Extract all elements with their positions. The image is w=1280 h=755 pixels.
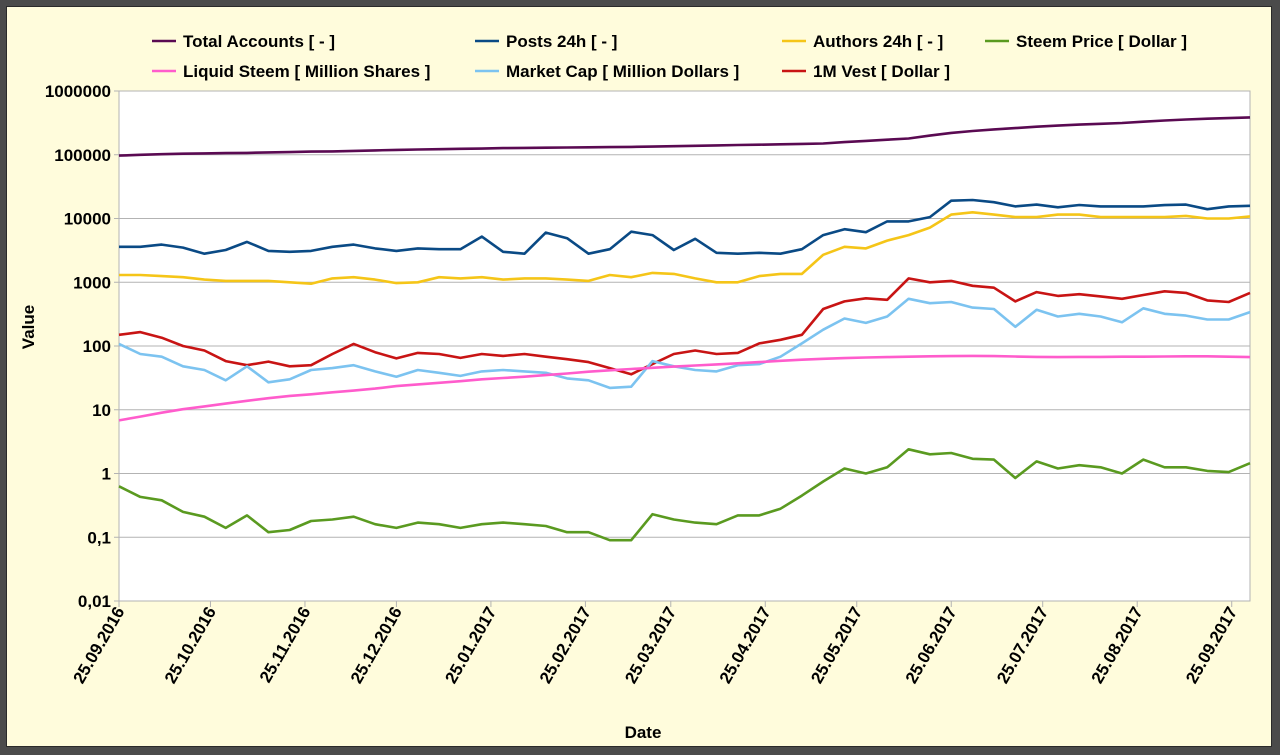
y-tick-label: 1 bbox=[102, 465, 111, 484]
series-line-2 bbox=[119, 211, 1251, 286]
legend-label-2: Authors 24h [ - ] bbox=[813, 32, 943, 51]
y-tick-label: 100 bbox=[83, 337, 111, 356]
legend-label-6: 1M Vest [ Dollar ] bbox=[813, 62, 950, 81]
x-tick-label: 25.09.2017 bbox=[1182, 604, 1241, 687]
x-tick-label: 25.11.2016 bbox=[256, 604, 315, 686]
x-tick-label: 25.09.2016 bbox=[69, 604, 128, 687]
series-line-6 bbox=[118, 277, 1251, 376]
legend: Total Accounts [ - ] Posts 24h [ - ] Autho… bbox=[152, 32, 1187, 81]
legend-label-3: Steem Price [ Dollar ] bbox=[1016, 32, 1187, 51]
x-tick-label: 25.04.2017 bbox=[716, 604, 775, 687]
x-tick-label: 25.10.2016 bbox=[161, 604, 220, 687]
series-line-3 bbox=[118, 447, 1251, 542]
series-line-5 bbox=[118, 297, 1251, 390]
y-axis-label: Value bbox=[19, 305, 38, 349]
y-tick-label: 10000 bbox=[64, 210, 111, 229]
x-tick-label: 25.05.2017 bbox=[807, 604, 866, 687]
y-tick-label: 1000 bbox=[73, 273, 111, 292]
x-tick-label: 25.08.2017 bbox=[1088, 604, 1147, 687]
x-tick-label: 25.03.2017 bbox=[621, 604, 680, 687]
series-line-0 bbox=[118, 116, 1251, 157]
x-tick-label: 25.06.2017 bbox=[902, 604, 961, 687]
x-tick-label: 25.12.2016 bbox=[347, 604, 406, 687]
series-layer bbox=[118, 116, 1251, 542]
x-tick-label: 25.01.2017 bbox=[441, 604, 500, 687]
y-tick-label: 10 bbox=[92, 401, 111, 420]
y-tick-label: 0,1 bbox=[87, 528, 111, 547]
series-line-1 bbox=[119, 198, 1251, 255]
y-tick-label: 1000000 bbox=[45, 82, 111, 101]
legend-label-4: Liquid Steem [ Million Shares ] bbox=[183, 62, 430, 81]
x-tick-label: 25.07.2017 bbox=[993, 604, 1052, 687]
y-tick-label: 100000 bbox=[54, 146, 111, 165]
grid-layer bbox=[118, 90, 1251, 602]
legend-label-0: Total Accounts [ - ] bbox=[183, 32, 335, 51]
x-axis-label: Date bbox=[625, 723, 662, 742]
legend-label-5: Market Cap [ Million Dollars ] bbox=[506, 62, 739, 81]
x-tick-label: 25.02.2017 bbox=[536, 604, 595, 687]
legend-label-1: Posts 24h [ - ] bbox=[506, 32, 617, 51]
series-line-4 bbox=[118, 354, 1251, 422]
y-tick-label: 0,01 bbox=[78, 592, 111, 611]
